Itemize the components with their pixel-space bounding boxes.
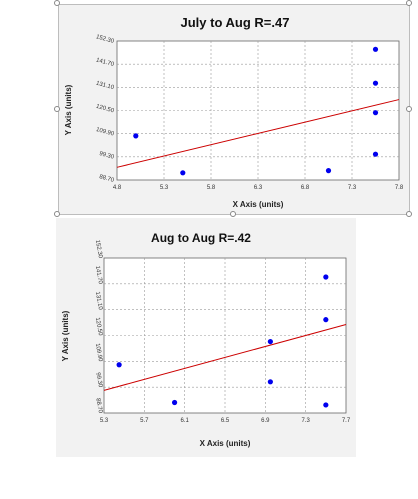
x-tick-label: 5.3 xyxy=(100,418,109,424)
x-tick-label: 7.3 xyxy=(348,185,357,191)
data-point xyxy=(116,362,122,368)
y-tick-label: 152.30 xyxy=(94,240,103,260)
y-tick-label: 120.50 xyxy=(95,104,115,115)
data-point xyxy=(267,379,273,385)
chart-title: Aug to Aug R=.42 xyxy=(151,231,251,245)
selection-handle-bottom-right[interactable] xyxy=(406,211,412,217)
data-point xyxy=(372,110,379,116)
x-tick-label: 6.5 xyxy=(221,418,230,424)
x-tick-label: 4.8 xyxy=(113,185,122,191)
chart-panel-july-to-aug: July to Aug R=.47 4.8 5.3 5.8 6.3 6.8 7.3 7.8 8… xyxy=(58,4,410,215)
trendline xyxy=(103,324,347,391)
chart-aug-to-aug: Aug to Aug R=.42 5.3 5.7 6.1 6.5 6.9 7.3 7.7 88… xyxy=(61,231,351,448)
trendline xyxy=(116,99,400,168)
data-point xyxy=(323,317,329,323)
y-tick-label: 109.90 xyxy=(94,343,103,363)
data-point xyxy=(323,274,329,280)
data-point xyxy=(133,133,139,139)
selection-handle-bottom-left[interactable] xyxy=(54,211,60,217)
y-tick-label: 152.30 xyxy=(95,34,115,45)
selection-handle-bottom-center[interactable] xyxy=(230,211,236,217)
x-tick-label: 6.9 xyxy=(261,418,270,424)
selection-handle-top-right[interactable] xyxy=(406,0,412,6)
data-point xyxy=(323,402,329,408)
x-tick-label: 7.8 xyxy=(395,185,404,191)
selection-handle-top-left[interactable] xyxy=(54,0,60,6)
chart-panel-aug-to-aug: Aug to Aug R=.42 5.3 5.7 6.1 6.5 6.9 7.3 7.7 88… xyxy=(56,218,356,457)
tick-labels: 5.3 5.7 6.1 6.5 6.9 7.3 7.7 88.70 99.30 109.90 120… xyxy=(94,240,351,424)
y-tick-label: 131.10 xyxy=(94,291,103,311)
data-point xyxy=(267,338,273,345)
tick-labels: 4.8 5.3 5.8 6.3 6.8 7.3 7.8 88.70 99.30 109.90 120… xyxy=(95,34,404,191)
data-points xyxy=(133,46,379,176)
selection-handle-middle-left[interactable] xyxy=(54,106,60,112)
data-point xyxy=(372,80,379,86)
data-points xyxy=(116,274,329,408)
y-tick-label: 131.10 xyxy=(95,81,115,92)
data-point xyxy=(372,46,379,52)
y-tick-label: 99.30 xyxy=(98,151,115,161)
x-tick-label: 6.1 xyxy=(180,418,189,424)
y-tick-label: 141.70 xyxy=(94,265,103,285)
y-tick-label: 88.70 xyxy=(94,398,103,414)
data-point xyxy=(325,168,332,174)
selection-handle-middle-right[interactable] xyxy=(406,106,412,112)
y-tick-label: 141.70 xyxy=(95,57,115,68)
chart-july-to-aug: July to Aug R=.47 4.8 5.3 5.8 6.3 6.8 7.3 7.8 8… xyxy=(64,15,404,209)
x-axis-label: X Axis (units) xyxy=(233,200,284,209)
y-tick-label: 109.90 xyxy=(95,127,115,138)
data-point xyxy=(180,170,186,176)
x-axis-label: X Axis (units) xyxy=(200,439,251,448)
x-tick-label: 5.8 xyxy=(207,185,216,191)
x-tick-label: 5.7 xyxy=(140,418,149,424)
data-point xyxy=(372,151,379,157)
y-tick-label: 88.70 xyxy=(98,174,115,184)
x-tick-label: 7.7 xyxy=(342,418,351,424)
y-tick-label: 99.30 xyxy=(94,372,103,388)
y-axis-label: Y Axis (units) xyxy=(61,310,70,361)
x-tick-label: 7.3 xyxy=(301,418,310,424)
y-tick-label: 120.50 xyxy=(94,317,103,337)
y-axis-label: Y Axis (units) xyxy=(64,84,73,135)
x-tick-label: 5.3 xyxy=(160,185,169,191)
x-tick-label: 6.3 xyxy=(254,185,263,191)
grid-lines xyxy=(104,258,346,413)
x-tick-label: 6.8 xyxy=(301,185,310,191)
data-point xyxy=(171,399,178,406)
chart-title: July to Aug R=.47 xyxy=(181,15,290,30)
